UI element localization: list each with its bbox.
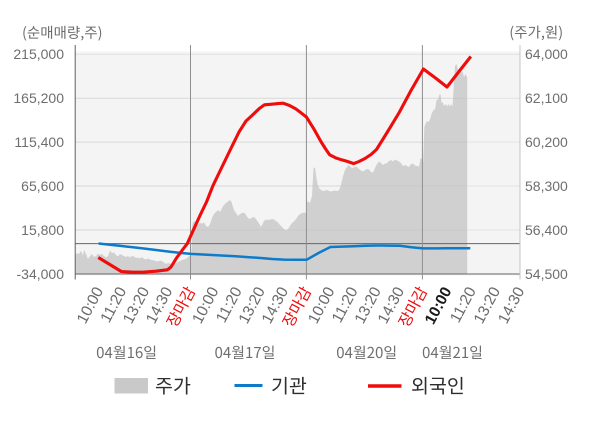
svg-text:62,100: 62,100 [525, 90, 568, 106]
svg-text:56,400: 56,400 [525, 222, 568, 238]
svg-text:54,500: 54,500 [525, 266, 568, 282]
svg-text:65,600: 65,600 [21, 178, 64, 194]
svg-text:15,800: 15,800 [21, 222, 64, 238]
svg-text:-34,000: -34,000 [17, 266, 65, 282]
svg-text:115,400: 115,400 [14, 134, 64, 150]
svg-text:60,200: 60,200 [525, 134, 568, 150]
svg-text:215,000: 215,000 [13, 46, 64, 62]
svg-text:58,300: 58,300 [525, 178, 568, 194]
svg-text:165,200: 165,200 [13, 90, 64, 106]
svg-text:64,000: 64,000 [525, 46, 568, 62]
